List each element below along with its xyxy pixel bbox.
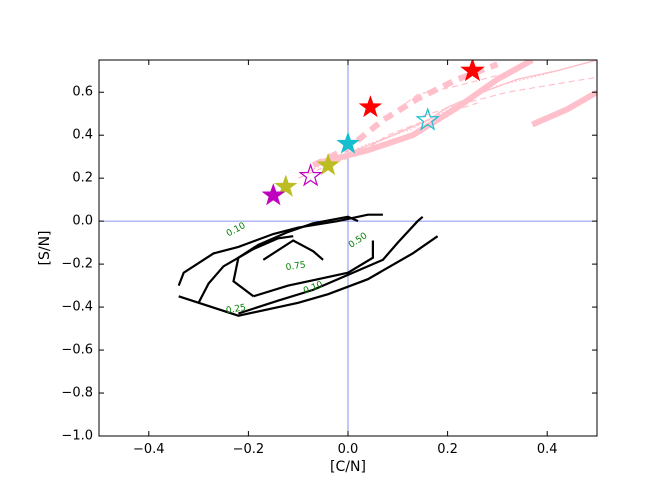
y-tick-label: 0.6 [72,85,93,100]
x-tick-label: 0.2 [437,442,458,457]
star-marker [358,95,383,118]
contour-level-label: 0.50 [347,231,369,251]
star-marker [261,183,285,206]
y-tick-label: −0.6 [61,343,93,358]
track-line [531,89,597,128]
y-tick-label: 0.0 [72,214,93,229]
reference-lines [99,60,597,436]
track-line [311,61,499,168]
x-tick-label: 0.4 [537,442,558,457]
star-marker [298,163,323,187]
star-marker [415,107,440,131]
y-tick-label: 0.2 [72,171,93,186]
star-marker [274,174,298,197]
contour-level-label: 0.75 [285,260,306,273]
contour-lines [177,213,439,317]
contour-line [253,240,374,298]
contour-line [262,239,324,261]
track-line [317,60,534,167]
y-tick-label: −0.2 [61,257,93,272]
contour-line [177,213,383,286]
contour-line [178,235,439,317]
star-markers [261,60,485,206]
contour-level-label: 0.10 [225,221,248,239]
star-marker [316,153,340,176]
y-tick-label: 0.4 [72,128,93,143]
y-tick-label: −0.8 [61,386,93,401]
track-lines [297,60,597,179]
track-line [397,72,508,110]
contour-line [238,215,424,315]
axis-ticks: −0.4 −0.2 0.0 0.2 0.4 −1.0 −0.8 −0.6 −0.4 −0.2 0.0… [61,60,597,457]
y-tick-label: −1.0 [61,429,93,444]
x-tick-label: 0.0 [338,442,359,457]
track-line [422,76,597,117]
y-axis-label: [S/N] [37,231,53,266]
contour-level-label: 0.25 [225,303,246,316]
star-marker [460,60,485,82]
y-tick-label: −0.4 [61,300,93,315]
contour-line [232,215,359,298]
x-tick-label: −0.4 [133,442,165,457]
contour-line [197,235,294,304]
star-marker [336,131,360,154]
track-line [297,102,478,179]
x-tick-label: −0.2 [233,442,265,457]
x-axis-label: [C/N] [330,459,366,475]
